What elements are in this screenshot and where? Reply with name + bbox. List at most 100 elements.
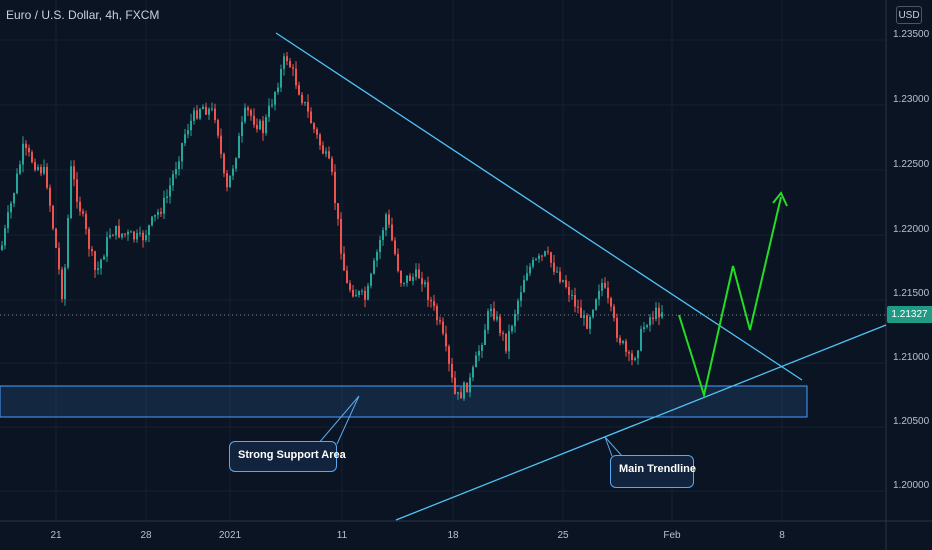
projection-arrow-head — [772, 191, 788, 207]
candle-body — [214, 108, 216, 121]
candle-body — [328, 151, 330, 159]
candle-body — [607, 287, 609, 299]
candle-body — [31, 152, 33, 163]
candle-body — [415, 269, 417, 277]
descending-trendline[interactable] — [275, 32, 803, 381]
candle-body — [310, 111, 312, 124]
price-tick: 1.22500 — [893, 159, 930, 170]
candle-body — [118, 225, 120, 238]
candle-body — [565, 280, 567, 287]
candle-body — [238, 135, 240, 159]
candle-body — [568, 286, 570, 296]
candle-body — [418, 269, 420, 279]
candle-body — [160, 211, 162, 214]
date-tick: 25 — [557, 530, 569, 541]
candle-body — [514, 314, 516, 327]
candle-body — [463, 382, 465, 399]
candle-body — [40, 166, 42, 174]
candle-body — [430, 299, 432, 302]
candle-body — [535, 258, 537, 260]
candle-body — [148, 225, 150, 236]
candle-body — [229, 175, 231, 188]
candle-body — [295, 68, 297, 86]
price-tick: 1.23500 — [893, 29, 930, 40]
candle-body — [622, 341, 624, 344]
candle-body — [382, 230, 384, 240]
candle-body — [136, 233, 138, 240]
candle-body — [292, 67, 294, 69]
candle-body — [106, 237, 108, 257]
candle-body — [442, 321, 444, 334]
candle-body — [154, 214, 156, 217]
candle-body — [112, 235, 114, 237]
candle-body — [559, 271, 561, 282]
candle-body — [616, 318, 618, 338]
candle-body — [505, 333, 507, 352]
candle-body — [217, 120, 219, 136]
candle-body — [250, 110, 252, 116]
candle-body — [532, 259, 534, 267]
candle-body — [16, 173, 18, 194]
candle-body — [421, 278, 423, 285]
candle-body — [193, 110, 195, 121]
candle-body — [172, 174, 174, 186]
date-tick: 8 — [779, 530, 785, 541]
date-tick: 18 — [447, 530, 459, 541]
main-trendline-callout[interactable]: Main Trendline — [610, 455, 696, 488]
candle-body — [58, 247, 60, 270]
candle-body — [610, 298, 612, 307]
candle-body — [619, 337, 621, 344]
candle-body — [478, 350, 480, 356]
support-area-callout[interactable]: Strong Support Area — [229, 441, 346, 472]
candle-body — [247, 107, 249, 111]
candle-body — [634, 358, 636, 360]
price-tick: 1.22000 — [893, 224, 930, 235]
candle-body — [124, 233, 126, 235]
candle-body — [460, 392, 462, 399]
date-tick: 11 — [336, 530, 348, 541]
currency-button[interactable]: USD — [896, 6, 922, 24]
candle-body — [487, 311, 489, 330]
trendline-callout-pointer — [604, 436, 623, 457]
candle-body — [562, 280, 564, 282]
candle-body — [256, 124, 258, 130]
candle-body — [490, 308, 492, 312]
candle-body — [28, 147, 30, 153]
candle-body — [244, 107, 246, 122]
candle-body — [427, 282, 429, 300]
candle-body — [343, 253, 345, 271]
candle-body — [64, 267, 66, 300]
candlestick-series — [1, 52, 663, 401]
candle-body — [313, 123, 315, 130]
candle-body — [91, 248, 93, 252]
price-tick: 1.21500 — [893, 288, 930, 299]
candle-body — [376, 252, 378, 261]
candle-body — [499, 316, 501, 334]
candle-body — [220, 135, 222, 154]
candle-body — [511, 326, 513, 332]
candle-body — [103, 256, 105, 260]
price-tick: 1.20000 — [893, 480, 930, 491]
candle-body — [325, 151, 327, 154]
candle-body — [379, 239, 381, 253]
candle-body — [277, 87, 279, 93]
support-zone[interactable] — [0, 385, 808, 418]
candle-body — [298, 85, 300, 95]
candle-body — [286, 56, 288, 62]
candle-body — [85, 213, 87, 230]
candle-body — [628, 351, 630, 354]
candle-body — [469, 377, 471, 393]
projection-path[interactable] — [678, 196, 782, 399]
candle-body — [358, 291, 360, 296]
candle-body — [7, 212, 9, 229]
candle-body — [100, 259, 102, 269]
candle-body — [658, 307, 660, 318]
candle-body — [592, 309, 594, 318]
candle-body — [625, 341, 627, 352]
price-tick: 1.20500 — [893, 416, 930, 427]
candle-body — [94, 251, 96, 270]
main-trendline[interactable] — [395, 324, 887, 521]
candle-body — [373, 260, 375, 274]
candle-body — [547, 251, 549, 253]
